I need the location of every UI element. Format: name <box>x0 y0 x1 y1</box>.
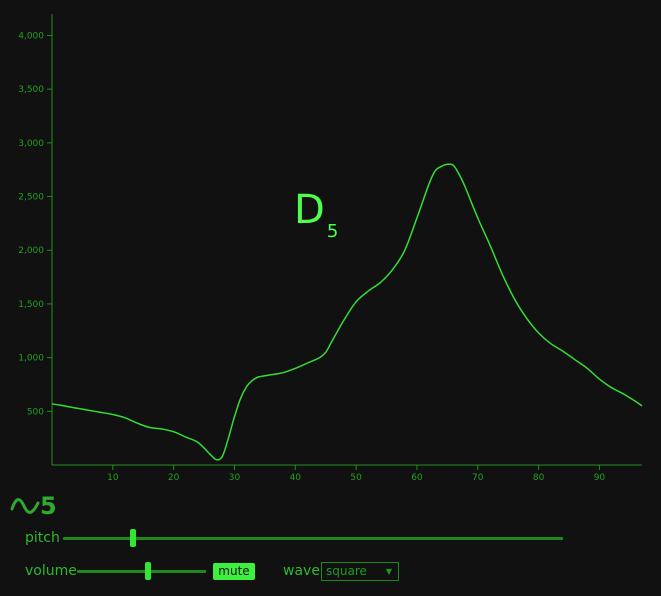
y-tick-label: 3,000 <box>18 139 44 149</box>
y-tick-label: 2,500 <box>18 193 44 203</box>
sine-wave-icon <box>10 498 40 514</box>
y-tick-label: 1,000 <box>18 354 44 364</box>
wave-select-value: square <box>326 564 367 578</box>
y-tick-label: 2,000 <box>18 246 44 256</box>
x-tick-label: 20 <box>168 473 180 483</box>
x-tick-label: 40 <box>290 473 302 483</box>
pitch-line-series <box>51 163 643 461</box>
app-logo: 5 <box>10 492 57 520</box>
y-tick-label: 1,500 <box>18 300 44 310</box>
x-tick-label: 90 <box>594 473 606 483</box>
x-tick-label: 60 <box>411 473 423 483</box>
chart-axes <box>51 14 642 466</box>
pitch-slider-thumb[interactable] <box>130 529 136 547</box>
pitch-slider-track[interactable] <box>63 537 563 540</box>
mute-button[interactable]: mute <box>213 563 255 580</box>
x-tick-label: 10 <box>107 473 119 483</box>
volume-slider-thumb[interactable] <box>144 562 151 580</box>
x-tick-label: 50 <box>350 473 362 483</box>
logo-number: 5 <box>40 492 57 520</box>
x-tick-label: 30 <box>229 473 241 483</box>
chevron-down-icon: ▼ <box>385 567 392 576</box>
volume-slider-track[interactable] <box>77 570 206 573</box>
y-tick-label: 3,500 <box>18 85 44 95</box>
pitch-label: pitch <box>25 530 60 546</box>
x-tick-label: 70 <box>472 473 484 483</box>
wave-type-select[interactable]: square ▼ <box>321 562 399 581</box>
x-tick-label: 80 <box>533 473 545 483</box>
chart-series <box>51 163 643 461</box>
note-octave: 5 <box>326 221 339 242</box>
volume-label: volume <box>25 563 77 579</box>
wave-label: wave <box>283 563 320 579</box>
y-tick-label: 500 <box>27 407 44 417</box>
note-letter: D <box>294 187 325 233</box>
pitch-history-chart: 500 1,000 1,500 2,000 2,500 3,000 3,500 4,000 10… <box>18 14 643 483</box>
chart-ticks: 500 1,000 1,500 2,000 2,500 3,000 3,500 4,000 10… <box>18 31 605 483</box>
y-tick-label: 4,000 <box>18 31 44 41</box>
